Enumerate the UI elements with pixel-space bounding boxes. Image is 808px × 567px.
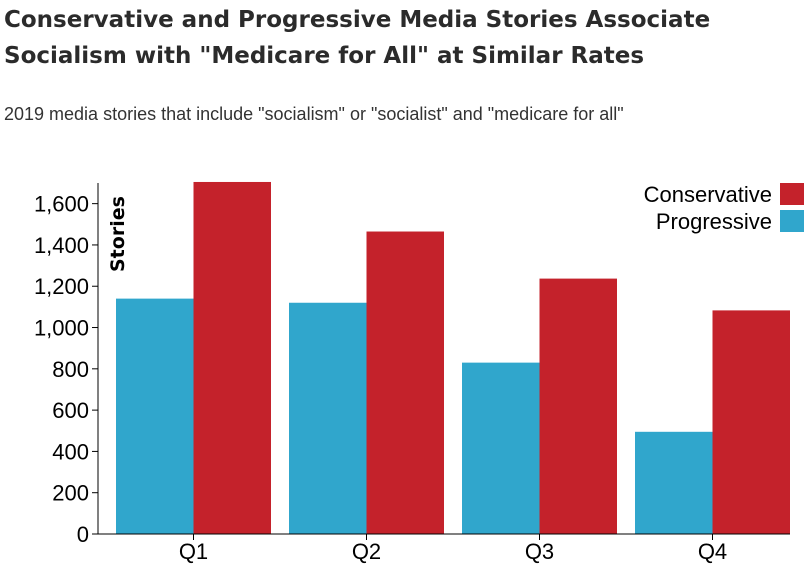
y-tick-label: 200	[52, 481, 89, 506]
chart-subtitle: 2019 media stories that include "sociali…	[4, 104, 624, 124]
legend-swatch-progressive	[780, 210, 804, 232]
y-axis: 0 200 400 600 800 1,000 1,200 1,400 1,600	[34, 183, 99, 547]
bar-conservative-q4	[712, 310, 790, 534]
y-tick-label: 0	[77, 522, 89, 547]
legend-label-progressive: Progressive	[656, 209, 772, 234]
bar-progressive-q3	[462, 362, 540, 534]
y-tick-label: 600	[52, 398, 89, 423]
y-tick-label: 400	[52, 439, 89, 464]
x-tick-label-q2: Q2	[352, 539, 381, 564]
chart-title: Conservative and Progressive Media Stori…	[4, 7, 711, 69]
y-tick-label: 800	[52, 357, 89, 382]
y-axis-label: Stories	[107, 196, 129, 272]
x-tick-label-q1: Q1	[179, 539, 208, 564]
y-tick-label: 1,400	[34, 233, 89, 258]
y-tick-label: 1,600	[34, 192, 89, 217]
x-tick-label-q4: Q4	[698, 539, 727, 564]
bar-conservative-q1	[193, 181, 271, 534]
y-tick-label: 1,200	[34, 274, 89, 299]
bar-progressive-q2	[289, 302, 367, 534]
bar-conservative-q2	[366, 231, 444, 534]
y-tick-label: 1,000	[34, 316, 89, 341]
x-tick-label-q3: Q3	[525, 539, 554, 564]
bar-progressive-q4	[635, 431, 713, 534]
x-axis: Q1 Q2 Q3 Q4	[98, 533, 790, 564]
legend-swatch-conservative	[780, 183, 804, 205]
legend-label-conservative: Conservative	[644, 182, 772, 207]
bar-progressive-q1	[116, 298, 194, 534]
bars-group	[116, 181, 790, 534]
bar-conservative-q3	[539, 278, 617, 534]
